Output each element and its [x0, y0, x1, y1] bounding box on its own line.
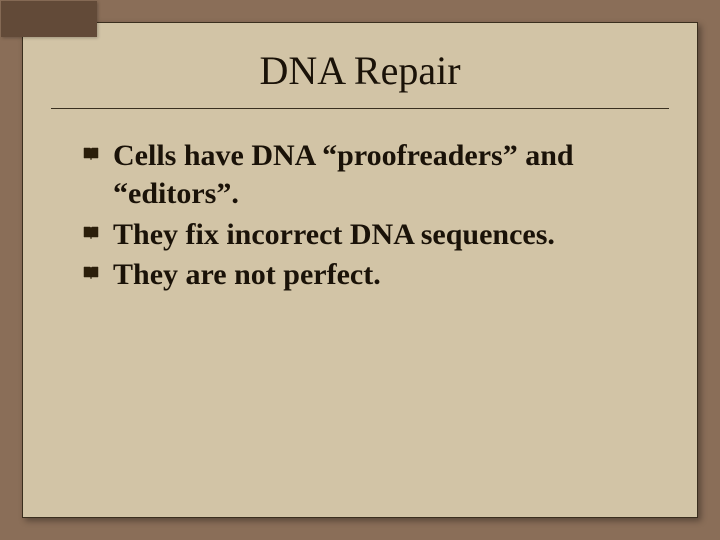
slide-title: DNA Repair — [259, 47, 460, 94]
bullet-text: They are not perfect. — [113, 256, 381, 294]
corner-accent — [1, 1, 97, 37]
book-icon — [83, 147, 99, 166]
bullet-list: Cells have DNA “proofreaders” and “edito… — [23, 109, 697, 295]
bullet-text: They fix incorrect DNA sequences. — [113, 216, 555, 254]
list-item: Cells have DNA “proofreaders” and “edito… — [83, 137, 637, 214]
bullet-text: Cells have DNA “proofreaders” and “edito… — [113, 137, 637, 214]
book-icon — [83, 226, 99, 245]
list-item: They fix incorrect DNA sequences. — [83, 216, 637, 254]
book-icon — [83, 266, 99, 285]
list-item: They are not perfect. — [83, 256, 637, 294]
slide-frame: DNA Repair Cells have DNA “proofreaders”… — [22, 22, 698, 518]
title-area: DNA Repair — [23, 23, 697, 94]
